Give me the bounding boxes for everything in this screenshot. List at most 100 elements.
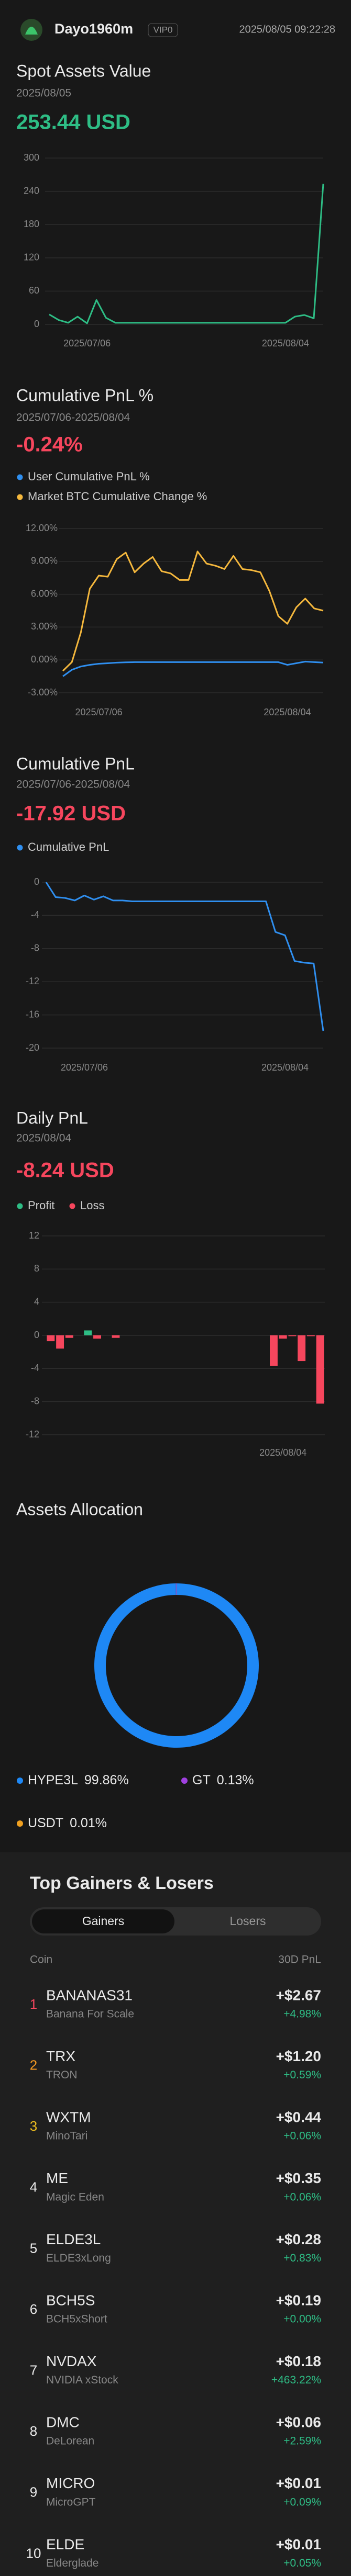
legend-label: HYPE3L 99.86% (28, 1773, 129, 1787)
coin-symbol[interactable]: ELDE3L (46, 2231, 101, 2247)
rank: 3 (30, 2118, 37, 2134)
subtitle: 2025/07/06-2025/08/04 (16, 412, 130, 424)
coin-symbol[interactable]: ELDE (46, 2536, 84, 2552)
section-title: Top Gainers & Losers (30, 1873, 214, 1893)
y-tick-label: 6.00% (31, 588, 58, 599)
headline: 253.44 USD (16, 111, 130, 134)
headline: -8.24 USD (16, 1159, 114, 1182)
line-series (62, 550, 324, 672)
coin-name: Banana For Scale (46, 2008, 134, 2020)
x-tick-label: 2025/08/04 (262, 338, 309, 348)
rank: 5 (30, 2240, 37, 2256)
bar (65, 1335, 73, 1338)
legend-name: GT (192, 1773, 211, 1787)
pnl-change: +2.59% (283, 2435, 321, 2447)
tab[interactable]: Gainers (82, 1914, 125, 1928)
line-series (45, 882, 324, 1031)
bar (270, 1335, 278, 1366)
coin-name: ELDE3xLong (46, 2252, 111, 2264)
pnl: +$0.35 (276, 2170, 321, 2186)
coin-name: MinoTari (46, 2130, 87, 2142)
coin-symbol[interactable]: NVDAX (46, 2353, 97, 2369)
legend-marker (17, 1778, 23, 1784)
y-tick-label: 300 (24, 152, 39, 163)
coin-symbol[interactable]: DMC (46, 2414, 80, 2431)
pnl-change: +0.06% (283, 2191, 321, 2203)
y-tick-label: 8 (34, 1263, 39, 1274)
x-tick-label: 2025/07/06 (75, 707, 123, 717)
coin-symbol[interactable]: MICRO (46, 2475, 95, 2491)
legend-label: GT 0.13% (192, 1773, 254, 1787)
legend-name: HYPE3L (28, 1773, 78, 1787)
rank: 9 (30, 2484, 37, 2500)
coin-symbol[interactable]: BANANAS31 (46, 1987, 133, 2003)
rank: 8 (30, 2423, 37, 2439)
y-tick-label: 0 (34, 319, 39, 329)
bar (56, 1335, 64, 1349)
y-tick-label: -12 (26, 1429, 39, 1439)
y-tick-label: -16 (26, 1009, 39, 1019)
coin-symbol[interactable]: BCH5S (46, 2292, 95, 2308)
bar (112, 1335, 120, 1338)
column-header: 30D PnL (278, 1954, 321, 1966)
pnl-change: +0.59% (283, 2069, 321, 2081)
rank: 6 (30, 2301, 37, 2317)
y-tick-label: 0.00% (31, 654, 58, 665)
legend-label: Cumulative PnL (28, 840, 109, 853)
y-tick-label: 60 (29, 285, 39, 296)
column-header: Coin (30, 1954, 52, 1966)
vip-badge (148, 23, 178, 37)
pnl-change: +0.09% (283, 2496, 321, 2508)
pnl: +$0.06 (276, 2414, 321, 2431)
y-tick-label: 240 (24, 185, 39, 196)
y-tick-label: 12.00% (26, 523, 58, 533)
bar (93, 1335, 101, 1339)
legend-marker (17, 474, 23, 480)
coin-symbol[interactable]: WXTM (46, 2109, 91, 2125)
y-tick-label: 120 (24, 252, 39, 263)
section-title: Cumulative PnL % (16, 386, 153, 404)
y-tick-label: 180 (24, 219, 39, 229)
donut-slice (176, 1583, 177, 1595)
bar (316, 1335, 324, 1404)
tab[interactable]: Losers (229, 1914, 266, 1928)
legend-marker (69, 1203, 75, 1209)
avatar-icon (25, 27, 38, 35)
x-tick-label: 2025/07/06 (61, 1062, 108, 1073)
rank: 7 (30, 2362, 37, 2378)
coin-symbol[interactable]: TRX (46, 2048, 75, 2064)
x-tick-label: 2025/07/06 (63, 338, 111, 348)
coin-name: Elderglade (46, 2557, 98, 2569)
line-series (62, 660, 324, 677)
y-tick-label: -3.00% (28, 687, 58, 698)
section-title: Assets Allocation (16, 1500, 143, 1518)
y-tick-label: -8 (31, 1396, 39, 1406)
pnl: +$0.28 (276, 2231, 321, 2247)
headline: -17.92 USD (16, 802, 126, 825)
legend-value: 0.13% (217, 1773, 254, 1787)
section-title: Daily PnL (16, 1108, 88, 1127)
tab-active[interactable] (32, 1909, 174, 1933)
coin-symbol[interactable]: ME (46, 2170, 68, 2186)
legend-marker (17, 1820, 23, 1827)
legend-marker (17, 1203, 23, 1209)
coin-name: Magic Eden (46, 2191, 104, 2203)
pnl: +$0.19 (276, 2292, 321, 2308)
legend-marker (17, 845, 23, 851)
legend-value: 0.01% (70, 1816, 107, 1830)
coin-name: BCH5xShort (46, 2313, 107, 2325)
legend-label: Loss (80, 1199, 104, 1212)
vip-level: VIP0 (153, 25, 173, 35)
pnl-change: +4.98% (283, 2008, 321, 2020)
pnl: +$0.44 (276, 2109, 322, 2125)
y-tick-label: -4 (31, 1363, 39, 1373)
legend-label: Market BTC Cumulative Change % (28, 490, 207, 503)
bar (298, 1335, 306, 1362)
rank: 4 (30, 2179, 37, 2195)
coin-name: MicroGPT (46, 2496, 96, 2508)
pnl: +$1.20 (276, 2048, 321, 2064)
pnl-change: +0.05% (283, 2557, 321, 2569)
username: Dayo1960m (54, 21, 133, 37)
